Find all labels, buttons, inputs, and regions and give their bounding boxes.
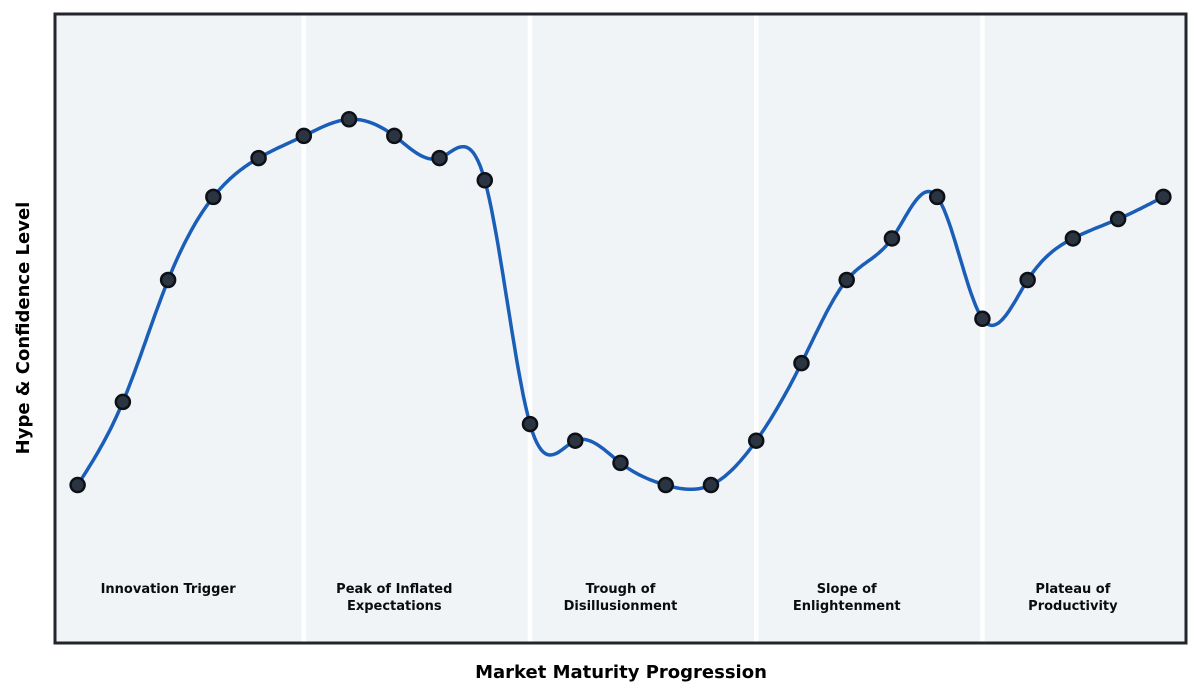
data-point-marker [386, 127, 403, 145]
plot-frame [53, 12, 1188, 645]
data-point-marker [159, 271, 177, 289]
plot-background [55, 14, 1186, 643]
data-point-marker [747, 432, 765, 449]
x-axis-label: Market Maturity Progression [475, 662, 767, 683]
data-point-marker [883, 230, 901, 247]
phase-label-trough-of-disillusionment: Trough of Disillusionment [563, 582, 678, 614]
data-point-marker [521, 415, 539, 433]
data-point-marker [838, 271, 855, 289]
data-point-marker [1064, 230, 1082, 247]
data-point-marker [476, 172, 494, 189]
data-point-marker [567, 432, 584, 449]
data-point-marker [340, 111, 358, 128]
y-axis-label: Hype & Confidence Level [13, 201, 34, 455]
phase-label-innovation-trigger: Innovation Trigger [100, 582, 236, 597]
data-point-marker [1019, 271, 1036, 289]
data-point-marker [114, 393, 132, 411]
data-point-marker [612, 454, 629, 472]
data-point-marker [1155, 188, 1172, 206]
data-point-marker [250, 149, 267, 167]
data-point-marker [1109, 210, 1127, 228]
data-point-marker [928, 188, 946, 206]
data-point-marker [793, 354, 810, 372]
data-point-marker [974, 310, 991, 328]
data-point-marker [295, 127, 313, 145]
data-point-marker [431, 149, 448, 167]
phase-label-peak-of-inflated-expectations: Peak of Inflated Expectations [336, 582, 453, 614]
phase-label-slope-of-enlightenment: Slope of Enlightenment [792, 582, 901, 614]
data-point-marker [205, 188, 222, 206]
data-point-marker [702, 476, 720, 494]
data-point-marker [657, 476, 674, 494]
data-point-marker [69, 476, 86, 494]
phase-label-plateau-of-productivity: Plateau of Productivity [1028, 582, 1118, 614]
